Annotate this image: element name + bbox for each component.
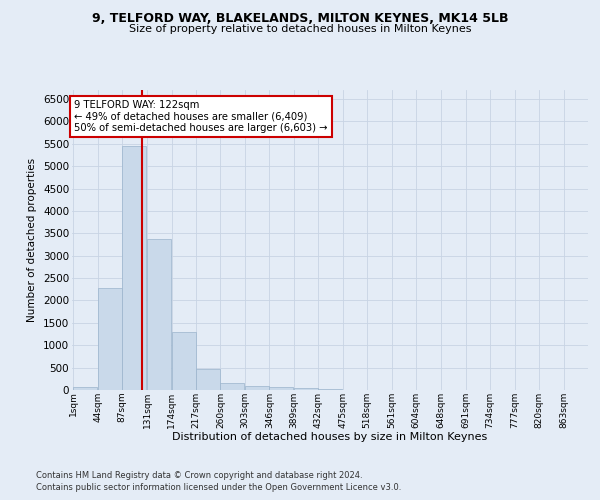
Bar bbox=[122, 146, 146, 390]
Y-axis label: Number of detached properties: Number of detached properties bbox=[28, 158, 37, 322]
Bar bbox=[294, 388, 318, 390]
Bar bbox=[245, 386, 269, 390]
Text: 9, TELFORD WAY, BLAKELANDS, MILTON KEYNES, MK14 5LB: 9, TELFORD WAY, BLAKELANDS, MILTON KEYNE… bbox=[92, 12, 508, 26]
Bar bbox=[269, 388, 293, 390]
Text: Contains HM Land Registry data © Crown copyright and database right 2024.: Contains HM Land Registry data © Crown c… bbox=[36, 471, 362, 480]
Text: Distribution of detached houses by size in Milton Keynes: Distribution of detached houses by size … bbox=[172, 432, 488, 442]
Bar bbox=[220, 382, 244, 390]
Bar bbox=[73, 386, 97, 390]
Text: Contains public sector information licensed under the Open Government Licence v3: Contains public sector information licen… bbox=[36, 484, 401, 492]
Bar bbox=[196, 368, 220, 390]
Text: Size of property relative to detached houses in Milton Keynes: Size of property relative to detached ho… bbox=[129, 24, 471, 34]
Bar bbox=[172, 332, 196, 390]
Bar bbox=[98, 288, 122, 390]
Bar bbox=[319, 389, 343, 390]
Bar bbox=[147, 238, 171, 390]
Text: 9 TELFORD WAY: 122sqm
← 49% of detached houses are smaller (6,409)
50% of semi-d: 9 TELFORD WAY: 122sqm ← 49% of detached … bbox=[74, 100, 328, 133]
